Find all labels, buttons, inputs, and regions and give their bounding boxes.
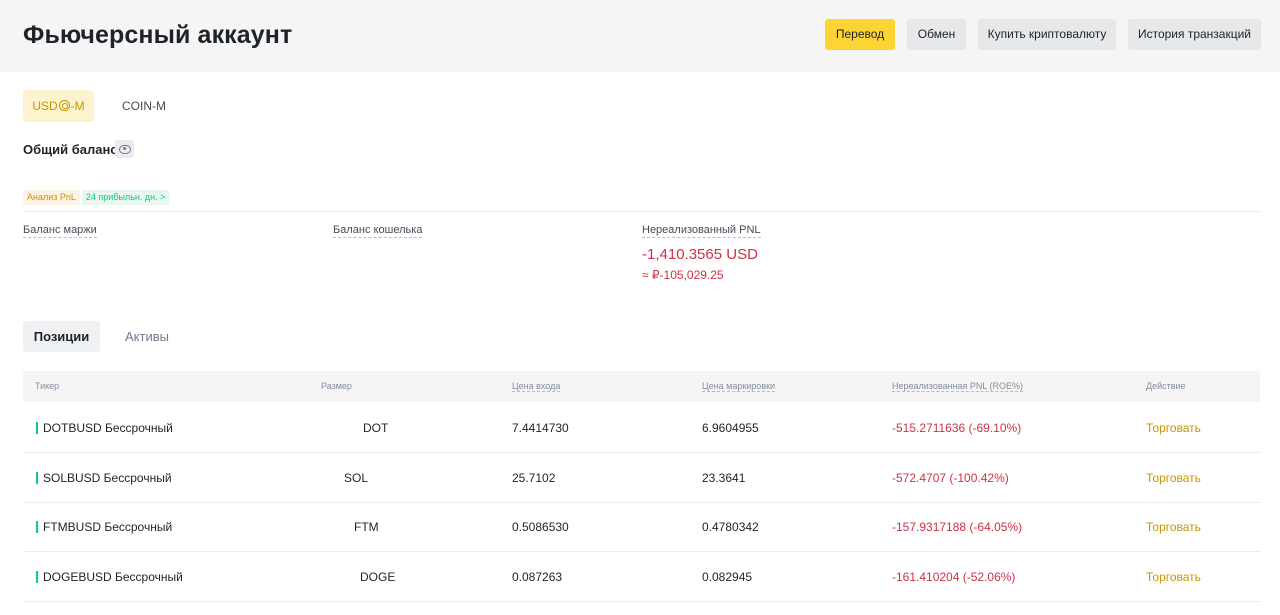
size-cell: DOGE (360, 570, 396, 584)
table-row: DOTBUSD Бессрочный DOT 7.4414730 6.96049… (23, 403, 1260, 453)
page-title: Фьючерсный аккаунт (23, 21, 293, 49)
total-balance-label: Общий баланс (23, 142, 118, 157)
long-position-indicator (36, 422, 38, 434)
tab-usds-m-prefix: USD (32, 99, 58, 113)
pnl-cell: -572.4707 (-100.42%) (892, 471, 1009, 485)
tab-assets[interactable]: Активы (125, 329, 169, 344)
header-size: Размер (321, 381, 352, 391)
pnl-cell: -157.9317188 (-64.05%) (892, 520, 1023, 534)
buy-crypto-button[interactable]: Купить криптовалюту (978, 19, 1116, 50)
unrealized-pnl-label[interactable]: Нереализованный PNL (642, 224, 761, 238)
trade-link[interactable]: Торговать (1146, 520, 1201, 534)
transaction-history-button[interactable]: История транзакций (1128, 19, 1261, 50)
size-cell: SOL (344, 471, 369, 485)
size-cell: FTM (354, 520, 379, 534)
header-entry-price-text: Цена входа (512, 381, 561, 392)
mark-price-cell: 0.4780342 (702, 520, 759, 534)
trade-link[interactable]: Торговать (1146, 421, 1201, 435)
header-ticker: Тикер (35, 381, 60, 391)
margin-balance-label[interactable]: Баланс маржи (23, 224, 97, 238)
page-header: Фьючерсный аккаунт Перевод Обмен Купить … (0, 0, 1280, 72)
transfer-button[interactable]: Перевод (825, 19, 895, 50)
entry-price-cell: 25.7102 (512, 471, 556, 485)
header-unrealized-pnl[interactable]: Нереализованная PNL (ROE%) (892, 371, 1024, 402)
header-mark-price[interactable]: Цена маркировки (702, 371, 776, 402)
tab-usds-m[interactable]: USD -M (23, 90, 94, 122)
size-cell: DOT (363, 421, 389, 435)
entry-price-cell: 0.5086530 (512, 520, 569, 534)
table-row: FTMBUSD Бессрочный FTM 0.5086530 0.47803… (23, 502, 1260, 552)
mark-price-cell: 0.082945 (702, 570, 753, 584)
tab-positions[interactable]: Позиции (23, 321, 100, 352)
profitable-days-badge: 24 прибыльн. дн. > (81, 190, 170, 205)
ticker-cell[interactable]: DOGEBUSD Бессрочный (43, 570, 183, 584)
entry-price-cell: 0.087263 (512, 570, 563, 584)
header-unrealized-pnl-text: Нереализованная PNL (ROE%) (892, 381, 1024, 392)
usds-coin-icon (58, 100, 70, 111)
trade-link[interactable]: Торговать (1146, 471, 1201, 485)
divider (23, 211, 1260, 212)
header-action: Действие (1146, 381, 1186, 391)
exchange-button[interactable]: Обмен (907, 19, 966, 50)
entry-price-cell: 7.4414730 (512, 421, 569, 435)
tab-coin-m[interactable]: COIN-M (122, 99, 166, 113)
long-position-indicator (36, 521, 38, 533)
unrealized-pnl-approx: ≈ ₽-105,029.25 (642, 268, 724, 282)
mark-price-cell: 23.3641 (702, 471, 746, 485)
pnl-cell: -515.2711636 (-69.10%) (892, 421, 1022, 435)
mark-price-cell: 6.9604955 (702, 421, 759, 435)
eye-icon[interactable] (115, 140, 134, 158)
header-mark-price-text: Цена маркировки (702, 381, 776, 392)
long-position-indicator (36, 472, 38, 484)
wallet-balance-label[interactable]: Баланс кошелька (333, 224, 423, 238)
unrealized-pnl-value: -1,410.3565 USD (642, 246, 758, 263)
ticker-cell[interactable]: DOTBUSD Бессрочный (43, 421, 173, 435)
long-position-indicator (36, 571, 38, 583)
ticker-cell[interactable]: FTMBUSD Бессрочный (43, 520, 173, 534)
tab-usds-m-suffix: -M (70, 99, 85, 113)
table-header: Тикер Размер Цена входа Цена маркировки … (23, 371, 1260, 402)
trade-link[interactable]: Торговать (1146, 570, 1201, 584)
header-entry-price[interactable]: Цена входа (512, 371, 561, 402)
pnl-analysis-label: Анализ PnL (23, 190, 80, 205)
table-row: DOGEBUSD Бессрочный DOGE 0.087263 0.0829… (23, 552, 1260, 602)
pnl-cell: -161.410204 (-52.06%) (892, 570, 1016, 584)
table-row: SOLBUSD Бессрочный SOL 25.7102 23.3641 -… (23, 453, 1260, 503)
pnl-analysis-link[interactable]: Анализ PnL 24 прибыльн. дн. > (23, 190, 170, 205)
ticker-cell[interactable]: SOLBUSD Бессрочный (43, 471, 172, 485)
